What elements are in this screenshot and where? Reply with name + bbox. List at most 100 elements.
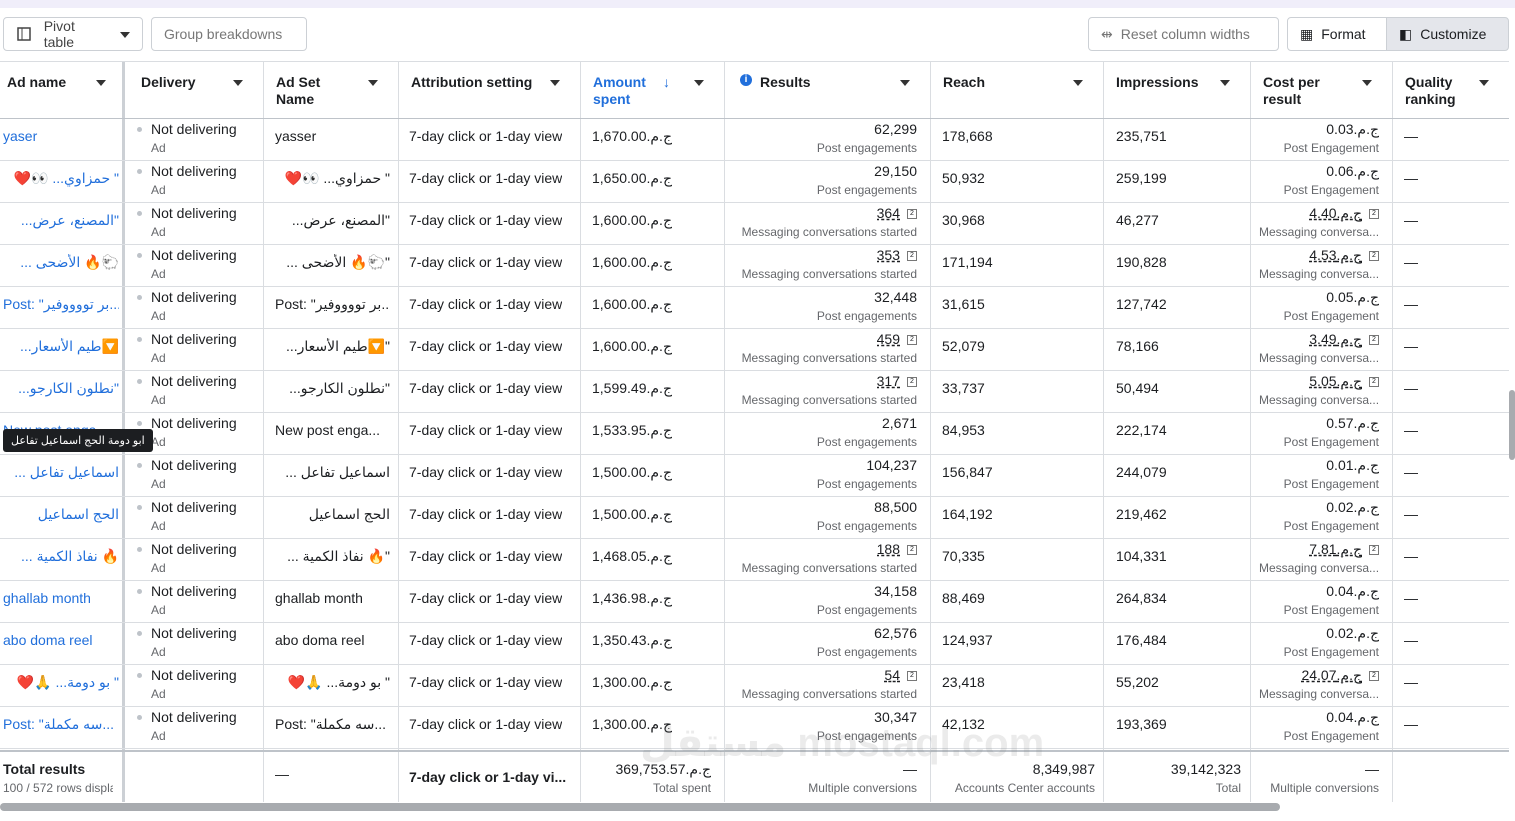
column-menu[interactable] (1473, 72, 1495, 92)
column-header[interactable]: Delivery (141, 74, 196, 90)
reach: 30,968 (942, 212, 985, 228)
pivot-table-label: Pivot table (43, 18, 75, 50)
ad-name-link[interactable]: " حمزاوي... 👀❤️ (13, 170, 119, 186)
group-breakdowns-button[interactable]: Group breakdowns (151, 17, 307, 51)
reset-widths-button[interactable]: ⇹ Reset column widths (1088, 17, 1279, 51)
impressions: 104,331 (1116, 548, 1167, 564)
delivery: Not delivering (151, 121, 237, 137)
column-header[interactable]: Ad Set Name (276, 74, 321, 107)
column-menu[interactable] (894, 72, 916, 92)
ad-set-name: "نطلون الكارجو... (289, 380, 390, 396)
results: 34,158 (874, 583, 917, 599)
attribution: 7-day click or 1-day view (409, 212, 563, 228)
amount-spent: ج.م.1,533.95 (592, 422, 672, 438)
format-button[interactable]: ▦ Format (1287, 17, 1387, 51)
column-menu[interactable] (227, 72, 249, 92)
pivot-table-button[interactable]: Pivot table (3, 17, 143, 51)
column-menu[interactable] (688, 72, 710, 92)
cost-type: Post Engagement (1283, 183, 1379, 197)
column-menu[interactable] (1067, 72, 1089, 92)
amount-spent: ج.م.1,468.05 (592, 548, 672, 564)
amount-spent: ج.م.1,300.00 (592, 716, 672, 732)
attribution: 7-day click or 1-day view (409, 674, 563, 690)
column-header[interactable]: Impressions (1116, 74, 1199, 90)
totals-reach-label: Accounts Center accounts (954, 781, 1095, 795)
ad-set-name: ghallab month (275, 590, 363, 606)
totals-cost-per-result: — (1365, 761, 1379, 777)
amount-spent: ج.م.1,599.49 (592, 380, 672, 396)
customize-button[interactable]: ◧ Customize (1386, 17, 1509, 51)
results-type: Post engagements (816, 603, 917, 617)
totals-attribution: 7-day click or 1-day vi... (409, 769, 567, 785)
ad-name-link[interactable]: Post: "بر تووووفير... (3, 296, 119, 312)
cost-type: Post Engagement (1283, 141, 1379, 155)
column-header[interactable]: Amount spent (593, 74, 646, 107)
cost-type: Post Engagement (1283, 477, 1379, 491)
ad-set-name: New post enga... (275, 422, 381, 438)
vertical-scrollbar[interactable] (1509, 390, 1515, 460)
results-type: Post engagements (816, 519, 917, 533)
watermark: مستقل mostaql.com (640, 721, 1045, 765)
column-header[interactable]: Ad name (7, 74, 67, 90)
ad-name-link[interactable]: ghallab month (3, 590, 91, 606)
attribution-icon: 2 (907, 545, 917, 555)
column-menu[interactable] (90, 72, 112, 92)
row-line (0, 622, 1509, 623)
column-menu[interactable] (544, 72, 566, 92)
ad-name-link[interactable]: 🔥 نفاذ الكمية ... (21, 548, 119, 564)
cost-per-result: ج.م.0.04 (1326, 709, 1379, 725)
delivery-level: Ad (151, 477, 166, 491)
ad-set-name: Post: "سه مكملة... (275, 716, 387, 732)
reach: 124,937 (942, 632, 993, 648)
impressions: 193,369 (1116, 716, 1167, 732)
status-dot (137, 169, 142, 174)
delivery: Not delivering (151, 415, 237, 431)
ad-name-link[interactable]: "نطلون الكارجو... (18, 380, 119, 396)
results-type: Post engagements (816, 477, 917, 491)
column-header[interactable]: Attribution setting (411, 74, 533, 90)
column-divider (724, 62, 725, 802)
delivery-level: Ad (151, 309, 166, 323)
column-menu[interactable] (362, 72, 384, 92)
attribution: 7-day click or 1-day view (409, 716, 563, 732)
quality-ranking: — (1404, 506, 1418, 522)
row-line (0, 328, 1509, 329)
horizontal-scrollbar[interactable] (0, 803, 1280, 811)
column-menu[interactable] (1214, 72, 1236, 92)
ad-name-link[interactable]: abo doma reel (3, 632, 93, 648)
ad-name-link[interactable]: الحج اسماعيل (37, 506, 119, 522)
cost-per-result: ج.م.0.04 (1326, 583, 1379, 599)
quality-ranking: — (1404, 254, 1418, 270)
info-icon: i (740, 74, 752, 86)
results: 364 (876, 205, 900, 221)
impressions: 244,079 (1116, 464, 1167, 480)
ad-name-link[interactable]: yaser (3, 128, 38, 144)
quality-ranking: — (1404, 212, 1418, 228)
column-header[interactable]: Results (760, 74, 811, 90)
row-line (0, 244, 1509, 245)
totals-amount-label: Total spent (652, 781, 711, 795)
reach: 31,615 (942, 296, 985, 312)
totals-reach: 8,349,987 (1032, 761, 1095, 777)
top-strip (0, 0, 1515, 8)
quality-ranking: — (1404, 590, 1418, 606)
ad-name-link[interactable]: اسماعيل تفاعل ... (14, 464, 119, 480)
status-dot (137, 715, 142, 720)
ad-name-link[interactable]: "المصنع، عرض... (20, 212, 119, 228)
column-menu[interactable] (1356, 72, 1378, 92)
ad-name-link[interactable]: " بو دومة... 🙏❤️ (16, 674, 119, 690)
amount-spent: ج.م.1,650.00 (592, 170, 672, 186)
ad-set-name: الحج اسماعيل (308, 506, 390, 522)
reset-widths-label: Reset column widths (1120, 26, 1250, 42)
cost-per-result: ج.م.0.02 (1326, 499, 1379, 515)
cost-type: Post Engagement (1283, 519, 1379, 533)
ad-name-link[interactable]: 🐑🔥 الأضحى ... (20, 254, 119, 270)
attribution: 7-day click or 1-day view (409, 590, 563, 606)
ad-name-link[interactable]: Post: "سه مكملة... (3, 716, 115, 732)
row-line (0, 580, 1509, 581)
column-header[interactable]: Quality ranking (1405, 74, 1456, 107)
ad-name-link[interactable]: 🔽طيم الأسعار... (19, 338, 119, 354)
column-header[interactable]: Cost per result (1263, 74, 1320, 107)
cost-type: Messaging conversa... (1259, 267, 1379, 281)
column-header[interactable]: Reach (943, 74, 986, 90)
